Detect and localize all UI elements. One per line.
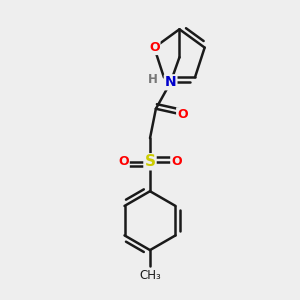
Text: N: N	[165, 75, 176, 89]
Text: O: O	[171, 155, 182, 168]
Text: O: O	[149, 41, 160, 54]
Text: O: O	[177, 108, 188, 121]
Text: O: O	[118, 155, 129, 168]
Text: S: S	[145, 154, 155, 169]
Text: H: H	[148, 73, 158, 86]
Text: CH₃: CH₃	[139, 269, 161, 282]
